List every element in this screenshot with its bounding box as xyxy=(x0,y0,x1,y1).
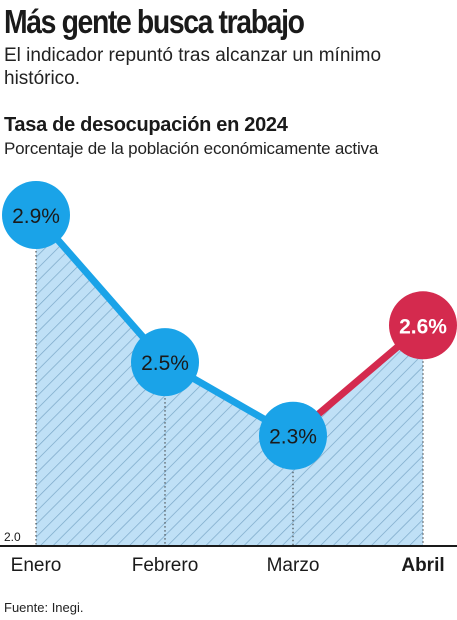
x-tick-label-febrero: Febrero xyxy=(132,555,199,576)
marker-febrero xyxy=(131,328,199,397)
marker-enero xyxy=(2,181,70,249)
x-tick-label-abril: Abril xyxy=(401,555,444,576)
chart-subtitle: Porcentaje de la población económicament… xyxy=(4,139,379,158)
marker-abril xyxy=(389,291,457,360)
x-tick-label-marzo: Marzo xyxy=(267,555,320,576)
y-baseline-label: 2.0 xyxy=(4,530,21,544)
chart-title: Tasa de desocupación en 2024 xyxy=(4,114,288,136)
deck: El indicador repuntó tras alcanzar un mí… xyxy=(4,45,382,89)
area-fill xyxy=(36,215,423,546)
x-tick-label-enero: Enero xyxy=(11,555,62,576)
headline: Más gente busca trabajo xyxy=(4,3,305,40)
source-note: Fuente: Inegi. xyxy=(4,600,84,615)
data-label-febrero: 2.5% xyxy=(141,352,189,375)
data-label-marzo: 2.3% xyxy=(269,426,317,449)
data-label-abril: 2.6% xyxy=(399,315,447,338)
unemployment-chart: 2.0 2.9% 2.5% 2.3% 2.6% Enero Febrero Marzo Abri… xyxy=(0,181,457,576)
data-label-enero: 2.9% xyxy=(12,205,60,228)
marker-marzo xyxy=(259,401,327,470)
